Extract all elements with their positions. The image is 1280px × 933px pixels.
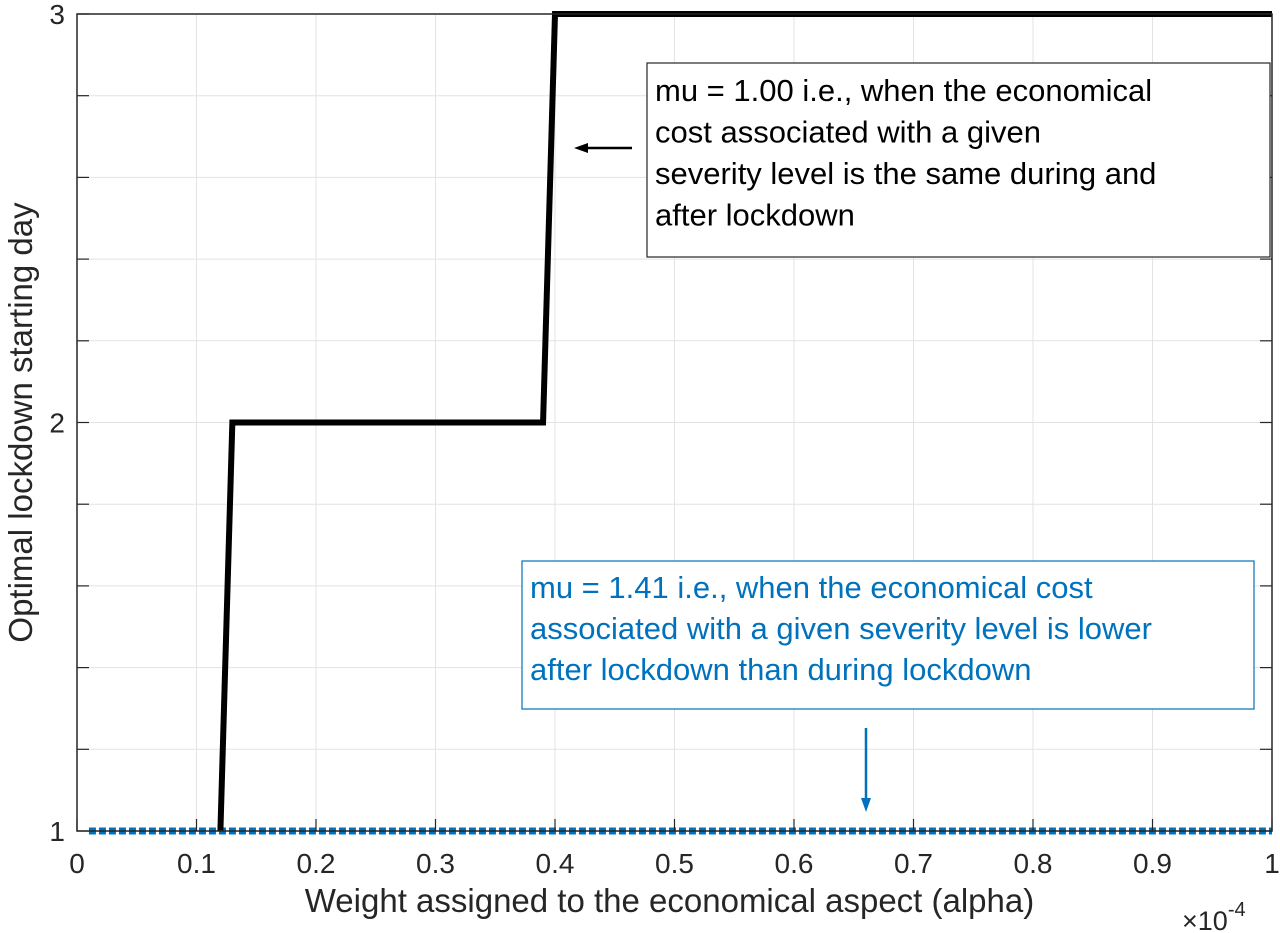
annotation-text: after lockdown (655, 198, 855, 233)
annotation-text: mu = 1.00 i.e., when the economical (655, 73, 1152, 108)
x-multiplier-base: ×10 (1182, 906, 1228, 933)
x-tick-label: 0.9 (1133, 848, 1172, 879)
x-tick-label: 0.1 (177, 848, 216, 879)
annotation-text: after lockdown than during lockdown (530, 652, 1031, 687)
x-tick-label: 0.3 (416, 848, 455, 879)
x-tick-label: 0.6 (775, 848, 814, 879)
annotation-box (646, 62, 1271, 258)
x-tick-label: 0.4 (536, 848, 575, 879)
annotation-text: cost associated with a given (655, 115, 1041, 150)
y-tick-label: 2 (49, 408, 65, 439)
x-axis-label: Weight assigned to the economical aspect… (305, 882, 1034, 919)
annotation-text: associated with a given severity level i… (530, 611, 1152, 646)
x-multiplier-exponent: -4 (1228, 899, 1246, 921)
annotation-text: mu = 1.41 i.e., when the economical cost (530, 570, 1093, 605)
arrow (861, 728, 871, 812)
x-tick-label: 1 (1264, 848, 1280, 879)
x-tick-label: 0 (69, 848, 85, 879)
x-multiplier: ×10-4 (1182, 899, 1246, 933)
annotation-text: severity level is the same during and (655, 156, 1156, 191)
y-tick-label: 3 (49, 0, 65, 30)
y-axis-label: Optimal lockdown starting day (2, 202, 39, 643)
arrow (574, 143, 632, 153)
annotation-box (521, 560, 1255, 710)
ticks (76, 13, 1273, 832)
x-tick-label: 0.7 (894, 848, 933, 879)
x-tick-label: 0.2 (297, 848, 336, 879)
x-tick-label: 0.8 (1014, 848, 1053, 879)
y-tick-label: 1 (49, 816, 65, 847)
x-tick-label: 0.5 (655, 848, 694, 879)
